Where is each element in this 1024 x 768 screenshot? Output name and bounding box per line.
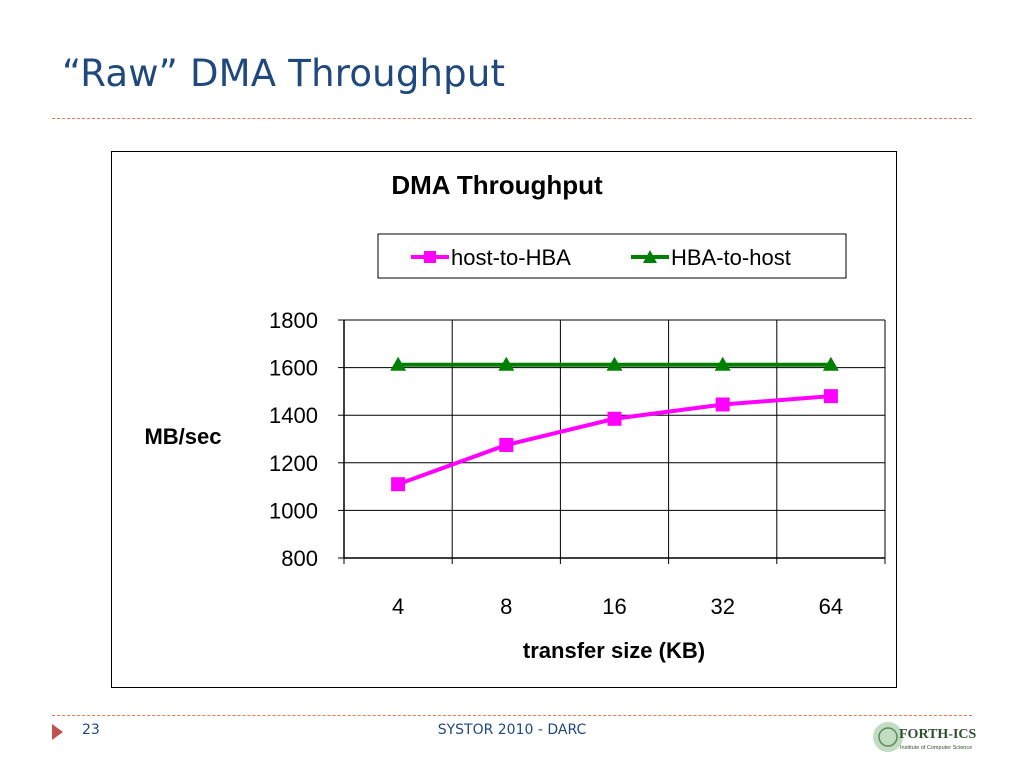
y-tick-label: 800	[281, 546, 318, 571]
x-tick-label: 32	[710, 594, 734, 619]
y-tick-label: 1400	[269, 403, 318, 428]
data-point-host-to-hba	[391, 477, 406, 492]
legend-marker-triangle	[643, 250, 657, 263]
dma-throughput-chart: DMA Throughput host-to-HBA HBA-to-host 800 1…	[144, 170, 886, 663]
data-point-hba-to-host	[498, 356, 515, 371]
slide-title: “Raw” DMA Throughput	[62, 52, 506, 95]
y-tick-label: 1000	[269, 498, 318, 523]
logo-text: FORTH-ICS	[899, 727, 976, 742]
data-point-hba-to-host	[390, 356, 407, 371]
logo-subtext: Institute of Computer Science	[900, 745, 972, 751]
data-point-hba-to-host	[714, 356, 731, 371]
footer-text: SYSTOR 2010 - DARC	[437, 722, 587, 738]
legend-label: host-to-HBA	[451, 245, 571, 270]
slide-number: 23	[82, 722, 100, 738]
logo-ring-icon	[878, 727, 898, 747]
y-tick-label: 1800	[269, 308, 318, 333]
y-tick-label: 1200	[269, 451, 318, 476]
slide-marker-icon	[52, 724, 63, 740]
series-line-host-to-HBA	[397, 394, 832, 487]
data-point-host-to-hba	[607, 411, 622, 426]
x-tick-label: 64	[819, 594, 843, 619]
data-point-host-to-hba	[499, 437, 514, 452]
x-axis-label: transfer size (KB)	[523, 638, 705, 663]
x-tick-label: 16	[602, 594, 626, 619]
y-axis-label: MB/sec	[144, 424, 221, 449]
x-tick-label: 8	[500, 594, 512, 619]
y-tick-label: 1600	[269, 356, 318, 381]
forth-ics-logo: FORTH-ICS Institute of Computer Science	[873, 722, 976, 752]
data-point-hba-to-host	[606, 356, 623, 371]
chart-title: DMA Throughput	[391, 170, 603, 200]
data-point-host-to-hba	[715, 397, 730, 412]
footer-divider	[52, 715, 972, 716]
data-point-host-to-hba	[823, 389, 838, 404]
title-divider	[52, 118, 972, 119]
legend-box	[377, 233, 847, 279]
legend-label: HBA-to-host	[671, 245, 791, 270]
logo-emblem-icon	[873, 722, 903, 752]
x-tick-label: 4	[392, 594, 404, 619]
legend-marker-square	[424, 251, 436, 263]
data-point-hba-to-host	[822, 356, 839, 371]
